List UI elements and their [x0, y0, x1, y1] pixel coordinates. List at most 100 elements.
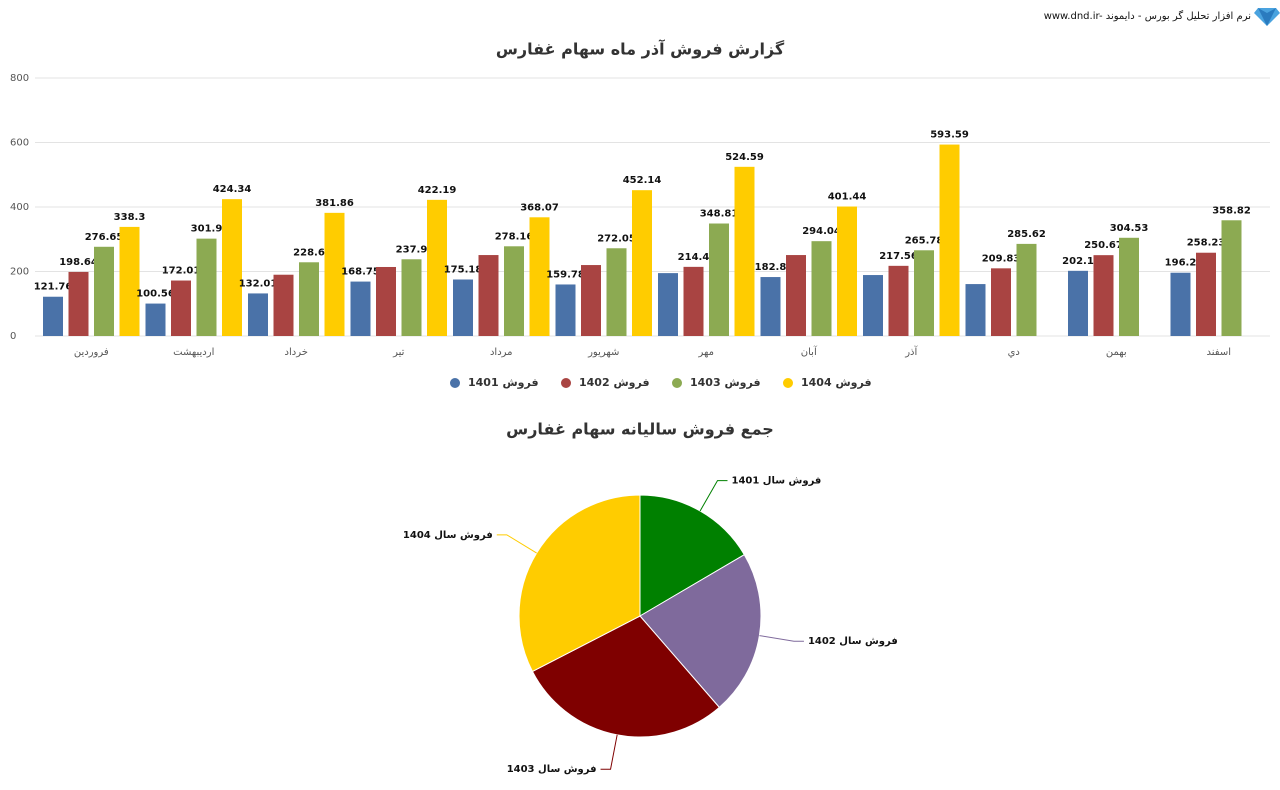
bar	[376, 266, 396, 336]
leader-line	[759, 635, 804, 642]
bar	[478, 255, 499, 336]
value-label: 121.76	[34, 282, 73, 293]
value-label: 217.56	[879, 251, 918, 262]
bar	[1068, 270, 1088, 336]
x-tick-label: مهر	[698, 347, 714, 358]
value-label: 265.78	[905, 235, 944, 246]
value-label: 196.2	[1165, 258, 1197, 269]
x-tick-label: شهریور	[587, 347, 619, 358]
bar	[914, 250, 934, 336]
legend-label: فروش 1404	[801, 376, 872, 389]
bar	[1221, 220, 1242, 336]
value-label: 593.59	[930, 130, 969, 141]
value-label: 209.83	[982, 253, 1021, 264]
value-label: 132.01	[239, 278, 278, 289]
x-tick-label: آذر	[904, 345, 918, 358]
value-label: 100.56	[136, 289, 175, 300]
bar	[94, 246, 114, 336]
bar-title: گزارش فروش آذر ماه سهام غفارس	[496, 39, 785, 59]
pie-label: فروش سال 1404	[403, 530, 493, 541]
value-label: 258.23	[1187, 238, 1226, 249]
pie-label: فروش سال 1402	[808, 636, 898, 647]
bar	[786, 255, 806, 336]
y-tick-label: 600	[10, 138, 29, 149]
pie-title: جمع فروش سالیانه سهام غفارس	[506, 420, 774, 439]
value-label: 214.4	[678, 252, 710, 263]
bar	[991, 268, 1011, 336]
value-label: 301.9	[191, 224, 223, 235]
leader-line	[600, 734, 618, 770]
legend-label: فروش 1401	[468, 376, 539, 389]
bar	[1170, 272, 1191, 336]
value-label: 452.14	[623, 175, 662, 186]
x-tick-label: مرداد	[490, 347, 513, 358]
bar	[939, 144, 960, 336]
value-label: 168.75	[341, 267, 380, 278]
y-tick-label: 200	[10, 267, 29, 278]
bar	[581, 265, 601, 336]
legend-marker	[561, 378, 571, 388]
value-label: 381.86	[315, 198, 354, 209]
bar	[811, 241, 832, 336]
bar	[145, 303, 166, 336]
value-label: 401.44	[828, 192, 867, 203]
pie-slice	[639, 554, 762, 709]
value-label: 237.9	[396, 244, 428, 255]
bar	[196, 238, 217, 336]
value-label: 358.82	[1212, 205, 1251, 216]
bar	[43, 296, 63, 336]
leader-line	[496, 534, 537, 554]
bar	[709, 223, 729, 336]
bar	[119, 226, 140, 336]
value-label: 294.04	[802, 226, 841, 237]
legend-label: فروش 1402	[579, 376, 650, 389]
x-tick-label: بهمن	[1106, 347, 1127, 358]
value-label: 198.64	[59, 257, 98, 268]
bar	[171, 280, 191, 336]
bar	[1119, 237, 1139, 336]
value-label: 422.19	[418, 185, 457, 196]
x-tick-label: خرداد	[285, 347, 308, 358]
bar	[606, 248, 627, 336]
bar	[632, 190, 652, 336]
value-label: 348.81	[700, 209, 739, 220]
value-label: 368.07	[520, 202, 559, 213]
value-label: 175.18	[444, 265, 483, 276]
header-text: www.dnd.ir- نرم افزار تحلیل گر بورس - دا…	[1044, 10, 1251, 22]
bar	[658, 273, 678, 336]
bar	[734, 166, 755, 336]
bar	[555, 284, 576, 336]
value-label: 338.3	[114, 212, 146, 223]
bar	[401, 259, 422, 336]
value-label: 272.05	[597, 233, 636, 244]
bar	[888, 265, 909, 336]
bar	[324, 212, 345, 336]
y-tick-label: 800	[10, 73, 29, 84]
pie-label: فروش سال 1401	[731, 476, 821, 487]
bar	[248, 293, 268, 336]
x-tick-label: تیر	[392, 347, 405, 358]
bar	[299, 262, 319, 336]
bar	[1093, 255, 1114, 336]
bar	[453, 279, 473, 336]
leader-line	[699, 480, 728, 512]
pie-label: فروش سال 1403	[507, 764, 597, 775]
bar	[427, 199, 447, 336]
value-label: 278.16	[495, 231, 534, 242]
bar	[1196, 252, 1216, 336]
value-label: 304.53	[1110, 223, 1149, 234]
x-tick-label: فروردین	[74, 347, 109, 358]
x-tick-label: دي	[1008, 347, 1020, 358]
value-label: 285.62	[1007, 229, 1046, 240]
bar	[965, 284, 986, 336]
bar	[760, 277, 781, 336]
value-label: 524.59	[725, 152, 764, 163]
value-label: 424.34	[213, 184, 252, 195]
x-tick-label: آبان	[801, 345, 818, 358]
x-tick-label: اسفند	[1207, 347, 1231, 358]
pie-slice	[518, 494, 641, 673]
bar	[68, 271, 89, 336]
pie-slice	[531, 615, 721, 738]
legend-marker	[672, 378, 682, 388]
